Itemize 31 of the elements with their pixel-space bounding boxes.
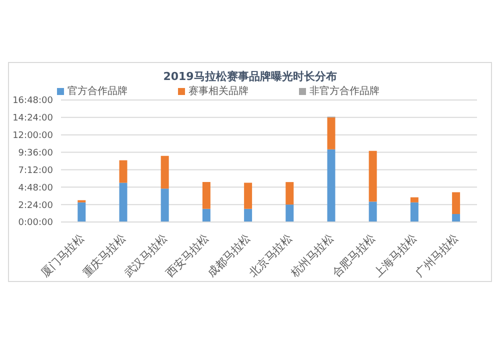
bar [119, 182, 128, 222]
y-tick-label: 0:00:00 [18, 218, 54, 228]
bar [286, 182, 294, 205]
y-tick-label: 12:00:00 [12, 131, 54, 142]
bar [286, 204, 294, 222]
y-tick-label: 2:24:00 [18, 200, 54, 211]
y-tick-label: 9:36:00 [18, 148, 54, 158]
bar [244, 208, 252, 222]
bar [410, 202, 418, 222]
bar [327, 117, 336, 150]
bar [410, 197, 418, 202]
bar [202, 208, 210, 222]
bar [368, 150, 377, 202]
bar [368, 202, 377, 222]
y-tick-label: 14:24:00 [12, 114, 54, 124]
bar [78, 202, 86, 222]
legend-label: 非官方合作品牌 [310, 86, 380, 97]
bar [327, 149, 336, 222]
legend-label: 赛事相关品牌 [188, 86, 248, 97]
bar [244, 182, 252, 209]
y-tick-label: 7:12:00 [18, 166, 54, 176]
y-tick-label: 4:48:00 [18, 183, 54, 194]
y-tick-label: 16:48:00 [12, 96, 54, 106]
chart-title: 2019马拉松赛事品牌曝光时长分布 [162, 69, 338, 84]
bar [202, 182, 210, 209]
bar [119, 160, 128, 183]
bar [160, 188, 169, 222]
bar [452, 192, 460, 214]
bar [160, 156, 169, 189]
legend-label: 官方合作品牌 [68, 86, 128, 97]
bar [452, 214, 460, 222]
